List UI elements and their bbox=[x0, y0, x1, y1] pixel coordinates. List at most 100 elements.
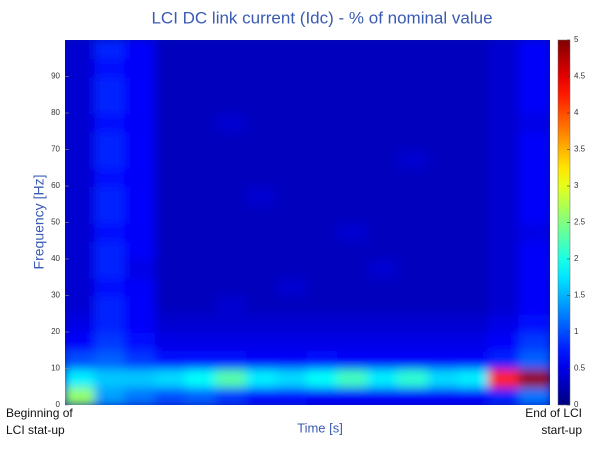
heatmap-cell bbox=[458, 148, 491, 169]
heatmap-cell bbox=[397, 93, 430, 114]
heatmap-cell bbox=[367, 130, 400, 151]
heatmap-cell bbox=[458, 258, 491, 279]
y-tick-label: 10 bbox=[51, 364, 60, 373]
heatmap-cell bbox=[427, 367, 461, 388]
heatmap-cell bbox=[336, 185, 370, 206]
heatmap-cell bbox=[94, 239, 127, 260]
heatmap-cell bbox=[427, 239, 461, 260]
colorbar-tick-label: 2.5 bbox=[574, 218, 586, 227]
heatmap-cell bbox=[276, 239, 309, 260]
heatmap-cell bbox=[276, 331, 309, 352]
heatmap-cell bbox=[276, 258, 309, 279]
y-tick-label: 0 bbox=[56, 400, 61, 409]
colorbar-tick-label: 1.5 bbox=[574, 291, 586, 300]
heatmap-cell bbox=[185, 239, 218, 260]
heatmap-cell bbox=[518, 148, 550, 169]
heatmap-cell bbox=[367, 148, 400, 169]
annotation: start-up bbox=[541, 423, 582, 437]
heatmap-cell bbox=[65, 203, 97, 224]
heatmap-cell bbox=[427, 148, 461, 169]
heatmap-cell bbox=[124, 185, 157, 206]
heatmap-cell bbox=[367, 331, 400, 352]
heatmap-cell bbox=[367, 57, 400, 78]
heatmap-cell bbox=[458, 367, 491, 388]
y-axis-label: Frequency [Hz] bbox=[31, 175, 47, 270]
heatmap-cell bbox=[518, 258, 550, 279]
heatmap-cell bbox=[306, 166, 339, 187]
heatmap-cell bbox=[124, 130, 157, 151]
heatmap-cell bbox=[518, 312, 550, 333]
heatmap-cell bbox=[336, 239, 370, 260]
heatmap-cell bbox=[185, 40, 218, 60]
heatmap-cell bbox=[427, 130, 461, 151]
heatmap-cell bbox=[336, 57, 370, 78]
heatmap-cell bbox=[124, 385, 157, 405]
heatmap-cell bbox=[215, 312, 248, 333]
heatmap-cell bbox=[518, 221, 550, 242]
heatmap-cell bbox=[397, 185, 430, 206]
heatmap-cell bbox=[154, 57, 188, 78]
heatmap-cell bbox=[306, 258, 339, 279]
heatmap-cell bbox=[215, 349, 248, 370]
heatmap-cell bbox=[458, 57, 491, 78]
heatmap-cell bbox=[154, 166, 188, 187]
heatmap-cell bbox=[94, 221, 127, 242]
heatmap-cell bbox=[518, 239, 550, 260]
heatmap-cell bbox=[367, 166, 400, 187]
heatmap-cell bbox=[65, 93, 97, 114]
heatmap-cell bbox=[124, 93, 157, 114]
heatmap-cell bbox=[306, 185, 339, 206]
heatmap-cell bbox=[488, 294, 521, 315]
heatmap-cell bbox=[488, 385, 521, 405]
heatmap-cell bbox=[65, 40, 97, 60]
heatmap-cell bbox=[124, 312, 157, 333]
heatmap-cell bbox=[215, 130, 248, 151]
heatmap-cell bbox=[185, 203, 218, 224]
heatmap-cell bbox=[336, 148, 370, 169]
heatmap-cell bbox=[306, 112, 339, 133]
heatmap-cell bbox=[367, 203, 400, 224]
heatmap-cell bbox=[488, 349, 521, 370]
heatmap-cell bbox=[518, 276, 550, 297]
heatmap-cell bbox=[215, 367, 248, 388]
heatmap-cell bbox=[65, 258, 97, 279]
heatmap-cell bbox=[94, 331, 127, 352]
heatmap-cell bbox=[245, 239, 279, 260]
heatmap-cell bbox=[336, 166, 370, 187]
heatmap-cell bbox=[306, 385, 339, 405]
heatmap-cell bbox=[336, 367, 370, 388]
heatmap-cell bbox=[336, 331, 370, 352]
heatmap-cell bbox=[367, 385, 400, 405]
heatmap-cell bbox=[154, 148, 188, 169]
heatmap-cell bbox=[65, 367, 97, 388]
heatmap-cell bbox=[124, 166, 157, 187]
heatmap-cell bbox=[306, 148, 339, 169]
heatmap-cell bbox=[245, 312, 279, 333]
heatmap-cell bbox=[65, 166, 97, 187]
heatmap-cell bbox=[458, 93, 491, 114]
heatmap-cell bbox=[154, 130, 188, 151]
heatmap-cell bbox=[215, 276, 248, 297]
heatmap-cell bbox=[397, 331, 430, 352]
heatmap-cell bbox=[458, 185, 491, 206]
heatmap-cell bbox=[215, 203, 248, 224]
heatmap-cell bbox=[427, 294, 461, 315]
y-tick-label: 70 bbox=[51, 145, 60, 154]
heatmap-cell bbox=[336, 312, 370, 333]
heatmap-cell bbox=[245, 331, 279, 352]
heatmap-cell bbox=[518, 93, 550, 114]
heatmap-cell bbox=[306, 40, 339, 60]
heatmap-cell bbox=[458, 349, 491, 370]
heatmap-cell bbox=[518, 185, 550, 206]
heatmap-cell bbox=[488, 221, 521, 242]
heatmap-cell bbox=[336, 258, 370, 279]
heatmap-cell bbox=[94, 166, 127, 187]
heatmap-cell bbox=[185, 185, 218, 206]
y-tick-label: 90 bbox=[51, 72, 60, 81]
heatmap-cell bbox=[458, 112, 491, 133]
heatmap-cell bbox=[245, 203, 279, 224]
heatmap-cell bbox=[276, 276, 309, 297]
heatmap-cell bbox=[215, 148, 248, 169]
heatmap-cell bbox=[367, 112, 400, 133]
